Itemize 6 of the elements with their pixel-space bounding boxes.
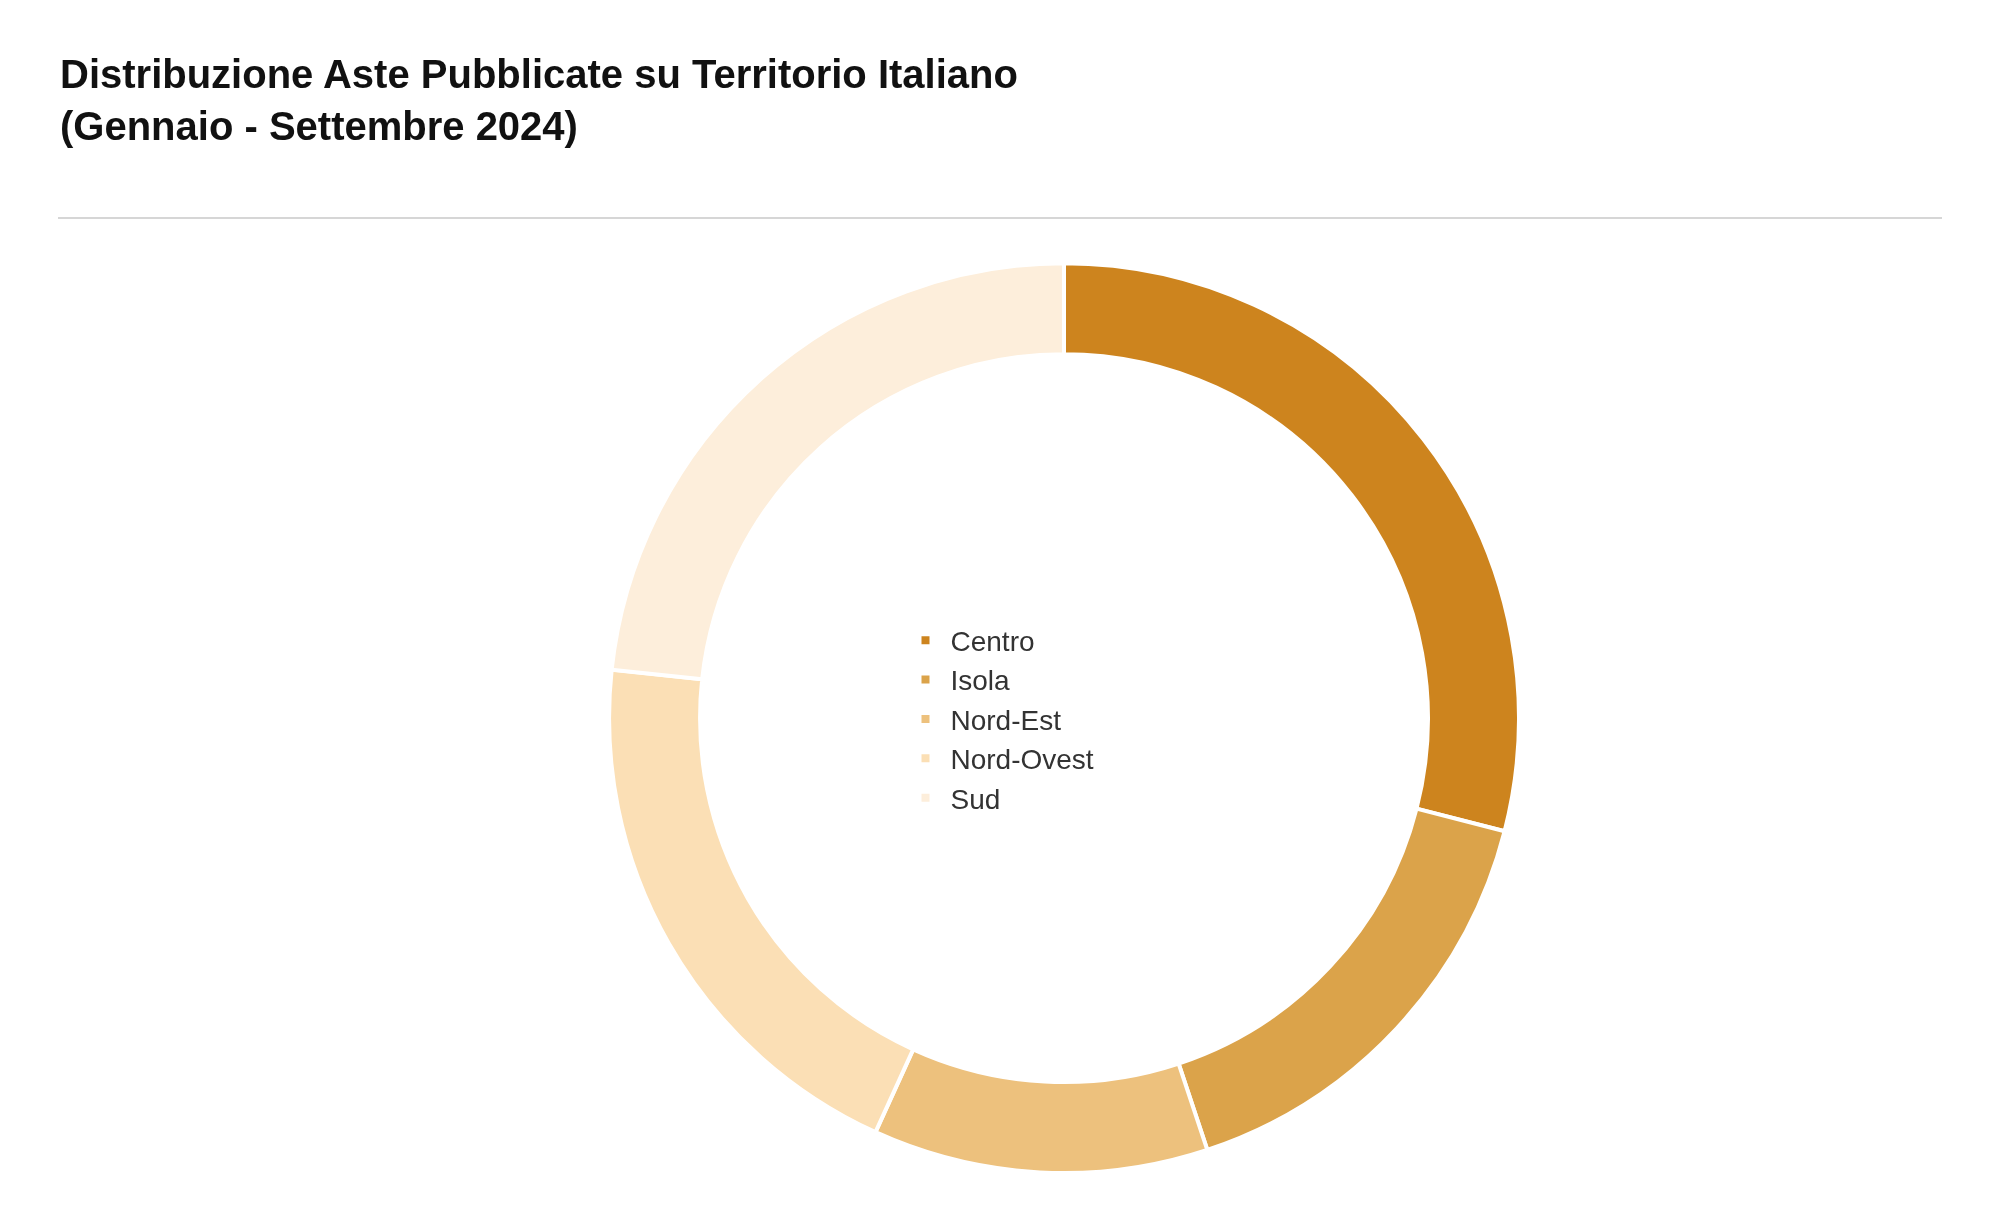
legend-label: Sud [950,783,1001,815]
legend-label: Nord-Ovest [950,744,1094,776]
legend-label: Nord-Est [950,704,1062,736]
legend-label: Isola [950,665,1011,697]
chart-title: Distribuzione Aste Pubblicate su Territorio Italiano (Gennaio - Settembre 2024) [60,52,1018,148]
legend-label: Centro [950,626,1035,658]
